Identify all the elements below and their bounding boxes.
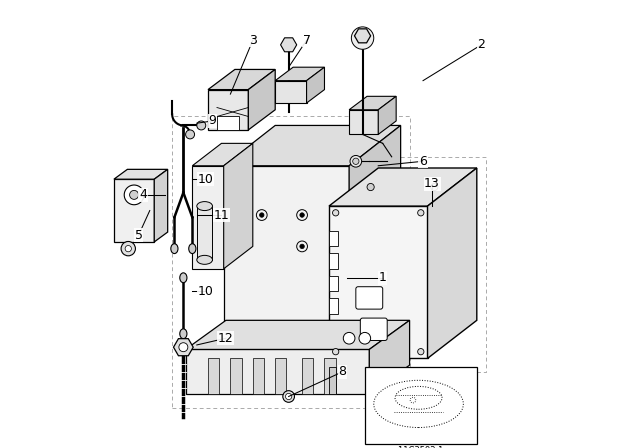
Circle shape (285, 393, 292, 400)
Bar (253, 358, 264, 394)
Polygon shape (329, 168, 477, 206)
Text: 4: 4 (139, 188, 147, 202)
Bar (324, 358, 336, 394)
Circle shape (351, 27, 374, 49)
Text: 9: 9 (209, 114, 216, 128)
Circle shape (333, 210, 339, 216)
Text: 1: 1 (379, 271, 387, 284)
Circle shape (121, 241, 136, 256)
Bar (196, 206, 212, 260)
Polygon shape (378, 96, 396, 134)
Text: 11C3592 1: 11C3592 1 (398, 446, 444, 448)
Polygon shape (369, 320, 410, 394)
Circle shape (418, 349, 424, 355)
Ellipse shape (171, 244, 178, 254)
Polygon shape (349, 125, 401, 349)
Bar (329, 276, 338, 291)
Bar (302, 358, 314, 394)
Circle shape (359, 332, 371, 344)
Bar (365, 367, 477, 444)
Text: 5: 5 (134, 228, 143, 242)
Bar (217, 116, 239, 130)
Polygon shape (248, 69, 275, 130)
Bar (329, 367, 336, 394)
Text: 2: 2 (477, 38, 485, 52)
Polygon shape (192, 166, 223, 269)
Polygon shape (154, 169, 168, 242)
Polygon shape (223, 166, 349, 349)
Polygon shape (114, 179, 154, 242)
Polygon shape (275, 67, 324, 81)
Polygon shape (114, 169, 168, 179)
Circle shape (333, 349, 339, 355)
Circle shape (179, 343, 188, 352)
Polygon shape (186, 349, 369, 394)
Polygon shape (280, 38, 297, 52)
Circle shape (283, 391, 294, 402)
Text: 3: 3 (249, 34, 257, 47)
Polygon shape (192, 143, 253, 166)
Circle shape (124, 185, 144, 205)
Text: 11: 11 (214, 208, 229, 222)
Circle shape (353, 158, 359, 164)
Bar (230, 358, 242, 394)
Polygon shape (329, 206, 428, 358)
Ellipse shape (180, 329, 187, 339)
Polygon shape (223, 125, 401, 166)
Text: 12: 12 (218, 332, 234, 345)
Circle shape (300, 213, 305, 217)
Text: 13: 13 (424, 177, 440, 190)
Ellipse shape (196, 202, 212, 211)
Circle shape (186, 130, 195, 139)
Polygon shape (428, 168, 477, 358)
Bar (329, 231, 338, 246)
Text: 10: 10 (198, 284, 214, 298)
Circle shape (350, 155, 362, 167)
Bar (329, 298, 338, 314)
Bar (208, 358, 219, 394)
Polygon shape (173, 339, 193, 356)
Circle shape (418, 210, 424, 216)
Text: 7: 7 (303, 34, 310, 47)
Circle shape (197, 121, 206, 130)
Polygon shape (223, 143, 253, 269)
Circle shape (125, 246, 131, 252)
Circle shape (431, 184, 438, 191)
Bar (275, 358, 287, 394)
Circle shape (367, 184, 374, 191)
Ellipse shape (196, 255, 212, 264)
Text: 6: 6 (419, 155, 427, 168)
Polygon shape (307, 67, 324, 103)
Circle shape (129, 190, 138, 199)
Text: 10: 10 (198, 172, 214, 186)
Bar (329, 253, 338, 269)
Circle shape (300, 244, 305, 249)
Ellipse shape (180, 273, 187, 283)
Polygon shape (355, 29, 371, 43)
FancyBboxPatch shape (360, 318, 387, 340)
Polygon shape (186, 320, 410, 349)
Ellipse shape (189, 244, 196, 254)
Circle shape (343, 332, 355, 344)
Text: 8: 8 (339, 365, 346, 379)
Polygon shape (275, 81, 307, 103)
Polygon shape (349, 110, 378, 134)
FancyBboxPatch shape (356, 287, 383, 309)
Circle shape (260, 213, 264, 217)
Polygon shape (208, 69, 275, 90)
Polygon shape (349, 96, 396, 110)
Polygon shape (208, 90, 248, 130)
